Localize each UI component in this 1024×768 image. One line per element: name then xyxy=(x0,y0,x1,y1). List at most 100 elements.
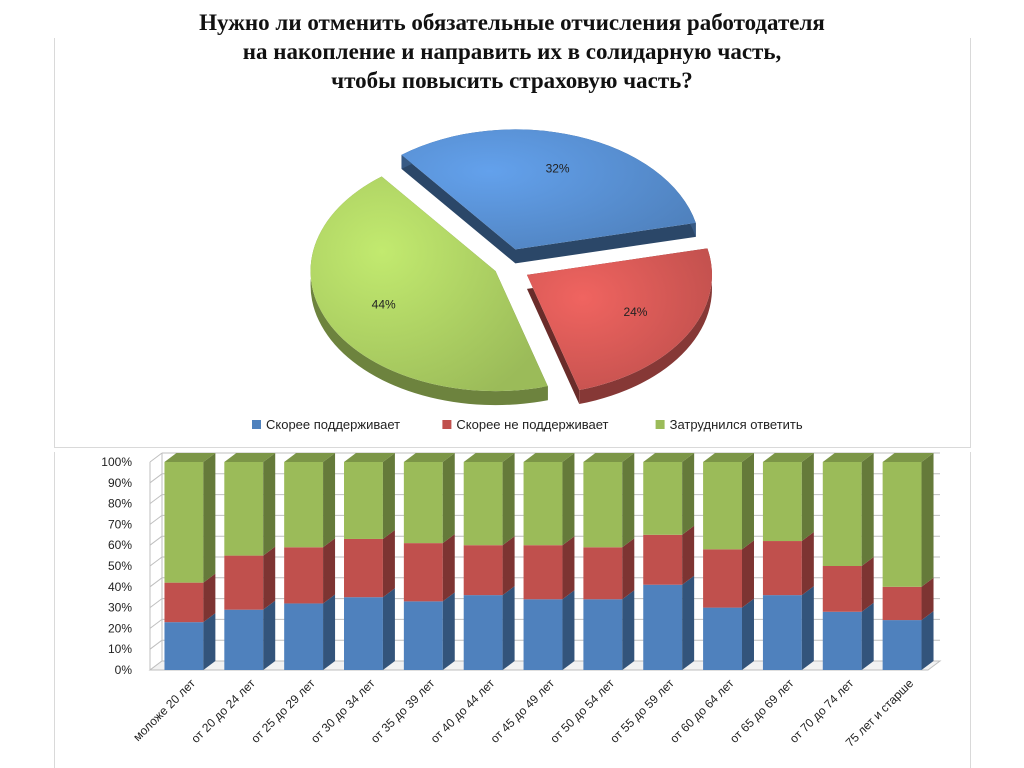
bar-top xyxy=(284,453,336,462)
bar-segment-side xyxy=(921,577,934,621)
pie-label-1: 24% xyxy=(623,305,647,319)
bar-segment xyxy=(523,545,563,600)
bar-top xyxy=(463,453,515,462)
pie-label-2: 44% xyxy=(372,297,396,311)
bar-top xyxy=(224,453,276,462)
bar-segment xyxy=(344,462,383,539)
bar-stack xyxy=(284,453,336,670)
bar-segment-side xyxy=(921,611,934,670)
bar-stack xyxy=(762,453,814,670)
bar-segment xyxy=(882,586,922,621)
bar-segment xyxy=(224,609,264,670)
bar-stack xyxy=(583,453,635,670)
bar-top xyxy=(643,453,695,462)
bar-segment-side xyxy=(682,453,695,535)
bar-segment xyxy=(344,597,383,670)
bar-segment-side xyxy=(741,598,754,670)
bar-segment-side xyxy=(921,453,934,587)
bar-segment xyxy=(583,462,623,548)
bar-segment-side xyxy=(203,453,216,583)
bar-segment xyxy=(344,538,383,598)
bar-stack xyxy=(463,453,515,670)
bar-segment-side xyxy=(203,613,216,670)
bar-segment xyxy=(403,462,443,544)
bar-segment-side xyxy=(741,540,754,608)
bar-segment xyxy=(403,601,443,670)
pie-label-0: 32% xyxy=(546,162,570,176)
bar-segment xyxy=(583,599,623,670)
pie-slice-side-0 xyxy=(401,154,696,264)
bar-stack xyxy=(344,453,395,670)
y-tick-label: 50% xyxy=(108,559,132,573)
bar-stack xyxy=(403,453,455,670)
bar-segment-side xyxy=(323,453,336,548)
bar-segment xyxy=(284,462,324,548)
bar-segment xyxy=(463,462,503,546)
bar-segment-side xyxy=(323,594,336,670)
legend-label-0: Скорее поддерживает xyxy=(266,417,400,432)
y-tick-label: 100% xyxy=(101,455,132,469)
y-tick-label: 20% xyxy=(108,621,132,635)
pie-frame-bottom xyxy=(54,447,971,448)
bar-segment xyxy=(463,545,503,596)
legend-swatch-1 xyxy=(442,420,452,429)
bar-segment-side xyxy=(263,453,276,556)
bar-segment xyxy=(224,462,264,556)
bar-stack xyxy=(224,453,276,670)
bar-segment xyxy=(703,607,742,670)
pie-slice-edge-1 xyxy=(579,248,712,405)
bar-segment xyxy=(284,547,324,604)
bar-top xyxy=(344,453,395,462)
bar-top xyxy=(762,453,814,462)
bar-segment-side xyxy=(801,453,814,542)
bar-segment xyxy=(643,584,683,670)
bar-segment-side xyxy=(801,532,814,596)
title-line-3: чтобы повысить страховую часть? xyxy=(331,68,693,93)
bar-segment xyxy=(762,462,802,542)
bar-frame-right xyxy=(970,452,971,768)
pie-slice-0 xyxy=(401,129,696,250)
y-tick-label: 70% xyxy=(108,517,132,531)
y-tick-label: 90% xyxy=(108,476,132,490)
bar-segment-side xyxy=(203,573,216,623)
pie-slice-2 xyxy=(310,176,548,392)
bar-segment xyxy=(822,611,862,670)
bar-segment-side xyxy=(622,590,635,670)
bar-top xyxy=(882,453,934,462)
y-tick-label: 10% xyxy=(108,642,132,656)
bar-frame-left xyxy=(54,452,55,768)
bar-segment xyxy=(643,462,683,535)
bar-segment xyxy=(822,566,862,612)
bar-segment xyxy=(882,462,922,587)
bar-segment-side xyxy=(622,538,635,600)
bar-segment-side xyxy=(801,586,814,670)
bar-segment-side xyxy=(382,588,395,670)
bar-top xyxy=(523,453,575,462)
bar-segment xyxy=(882,620,922,670)
bar-segment xyxy=(762,541,802,596)
bar-segment xyxy=(284,603,324,670)
bar-segment-side xyxy=(562,590,575,670)
bar-segment xyxy=(164,462,204,583)
bar-segment xyxy=(703,462,742,550)
bar-segment-side xyxy=(263,600,276,670)
pie-slice-1 xyxy=(526,248,712,391)
pie-frame-left xyxy=(54,38,55,448)
title-line-2: на накопление и направить их в солидарну… xyxy=(242,39,782,64)
bar-stack xyxy=(523,453,575,670)
chart-title: Нужно ли отменить обязательные отчислени… xyxy=(0,8,1024,95)
legend-label-2: Затруднился ответить xyxy=(670,417,803,432)
bar-segment-side xyxy=(861,453,874,566)
bar-segment xyxy=(164,622,204,670)
bar-segment xyxy=(583,547,623,600)
pie-frame-right xyxy=(970,38,971,448)
pie-legend: Скорее поддерживает Скорее не поддерживае… xyxy=(252,417,803,432)
bar-segment-side xyxy=(323,538,336,604)
bar-segment-side xyxy=(861,602,874,670)
bar-segment xyxy=(224,555,264,610)
y-tick-label: 40% xyxy=(108,580,132,594)
bar-segment xyxy=(762,595,802,670)
bar-segment xyxy=(523,599,563,670)
bar-segment-side xyxy=(622,453,635,548)
